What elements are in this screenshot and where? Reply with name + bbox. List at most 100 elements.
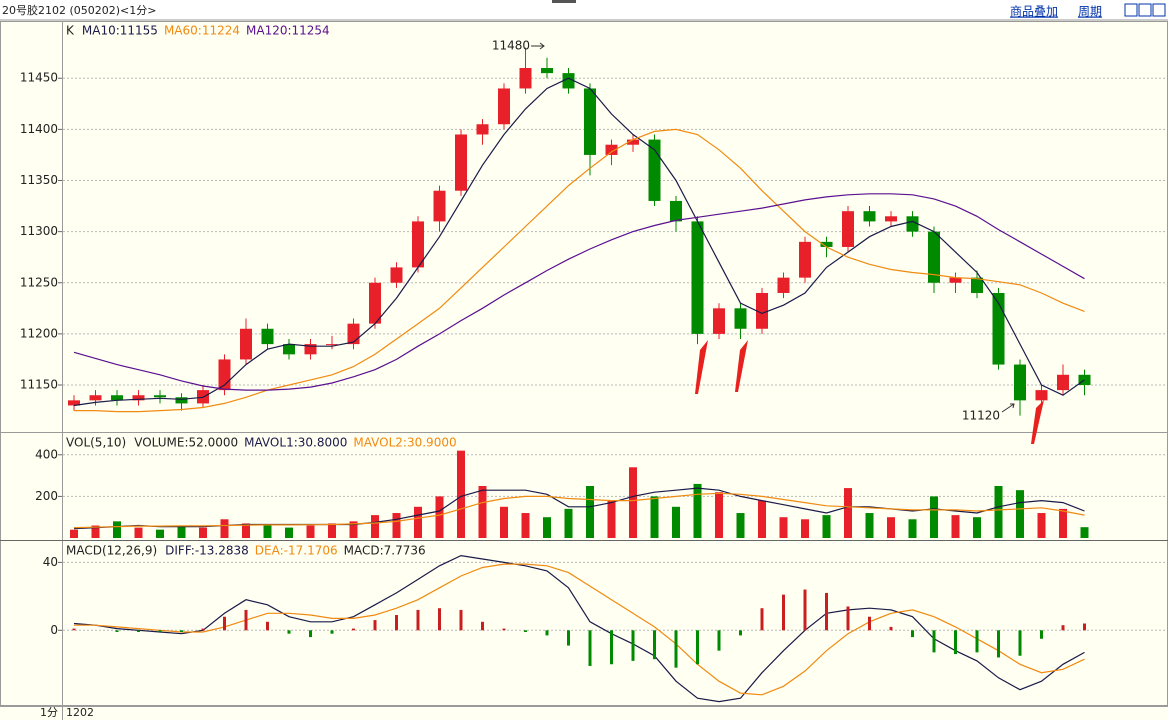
volume-bar: [242, 523, 250, 538]
candle-body: [906, 216, 919, 232]
macd-bar: [868, 616, 871, 631]
volume-bar: [134, 527, 143, 538]
candle-body: [756, 292, 768, 329]
volume-bar: [156, 529, 164, 538]
macd-bar: [524, 630, 527, 632]
volume-bar: [1016, 490, 1024, 538]
candle-body: [1078, 374, 1091, 386]
macd-bar: [739, 630, 742, 636]
volume-bar: [586, 486, 594, 538]
macd-bar: [373, 620, 377, 631]
volume-bar: [801, 519, 809, 538]
candle-body: [713, 308, 725, 334]
candle-body: [175, 397, 188, 404]
volume-bar: [758, 500, 766, 538]
panel-subtitle: VOLUME:52.0000: [134, 436, 238, 450]
candle-body: [240, 328, 252, 360]
period-link[interactable]: 周期: [1078, 5, 1102, 19]
candle-body: [928, 231, 940, 283]
candle-body: [369, 282, 381, 324]
volume-bar: [220, 519, 229, 538]
candle-body: [89, 395, 102, 401]
nav-button[interactable]: [1124, 3, 1138, 17]
macd-bar: [545, 630, 549, 636]
candle-body: [605, 144, 618, 155]
macd-bar: [975, 630, 979, 653]
macd-bar: [932, 630, 936, 653]
candle-body: [433, 190, 446, 222]
macd-bar: [352, 628, 355, 631]
candle-body: [111, 395, 123, 401]
candle-body: [584, 88, 596, 155]
volume-bar: [349, 521, 358, 538]
candle-body: [863, 211, 876, 222]
macd-bar: [72, 628, 76, 631]
legend-entry: DEA:-17.1706: [255, 544, 338, 558]
signal-arrow: [735, 340, 748, 392]
volume-bar: [1080, 527, 1089, 538]
macd-bar: [911, 630, 914, 638]
volume-bar: [543, 517, 551, 538]
time-label: 1202: [66, 706, 94, 719]
volume-bar: [930, 496, 938, 538]
y-tick-label: 11300: [20, 224, 58, 238]
candle-body: [347, 323, 360, 345]
macd-bar: [502, 628, 506, 631]
candle-body: [842, 211, 854, 247]
macd-bar: [330, 630, 334, 634]
macd-bar: [309, 630, 312, 638]
indicator-line: [74, 563, 1085, 696]
candle-body: [670, 200, 682, 222]
candle-body: [283, 344, 295, 355]
y-tick-label: 0: [50, 623, 58, 637]
y-tick-label: 11400: [20, 122, 58, 136]
candle-body: [519, 68, 532, 89]
macd-bar: [803, 589, 807, 631]
candle-body: [562, 73, 575, 89]
nav-button[interactable]: [1152, 3, 1166, 17]
overlay-link[interactable]: 商品叠加: [1010, 4, 1058, 19]
indicator-line: [74, 128, 1085, 413]
volume-bar: [328, 523, 336, 538]
macd-bar: [825, 592, 828, 631]
panel-title: MACD(12,26,9): [66, 544, 157, 558]
legend-entry: MAVOL2:30.9000: [353, 436, 456, 450]
candle-body: [412, 221, 424, 268]
volume-bar: [70, 529, 78, 538]
volume-bar: [564, 508, 573, 538]
macd-bar: [438, 608, 441, 631]
candle-body: [1014, 364, 1026, 401]
candle-body: [68, 400, 80, 406]
annotation-arrow: [1001, 403, 1015, 413]
volume-bar: [306, 525, 315, 538]
indicator-line: [73, 554, 1085, 703]
legend-entry: DIFF:-13.2838: [165, 544, 249, 558]
candle-body: [326, 344, 338, 346]
candle-body: [777, 277, 790, 293]
annotation-arrow: [531, 42, 545, 50]
nav-button[interactable]: [1138, 3, 1152, 17]
macd-bar: [846, 606, 850, 631]
y-tick-label: 11200: [20, 326, 58, 340]
candle-body: [971, 277, 983, 293]
candle-body: [820, 241, 833, 247]
legend-entry: MAVOL1:30.8000: [244, 436, 347, 450]
volume-bar: [177, 525, 186, 538]
candle-body: [154, 395, 166, 398]
candle-body: [390, 267, 403, 283]
volume-bar: [371, 515, 379, 538]
volume-bar: [500, 506, 508, 538]
macd-bar: [1083, 623, 1086, 631]
y-tick-label: 11150: [20, 378, 58, 392]
macd-bar: [954, 630, 957, 655]
signal-arrow: [695, 340, 708, 394]
volume-bar: [285, 527, 293, 538]
candle-body: [541, 68, 553, 74]
volume-bar: [1037, 513, 1046, 538]
volume-bar: [672, 506, 680, 538]
drag-handle: [552, 0, 576, 3]
volume-bar: [91, 525, 100, 538]
candle-body: [627, 139, 639, 145]
volume-bar: [478, 486, 487, 538]
candle-body: [648, 139, 661, 201]
